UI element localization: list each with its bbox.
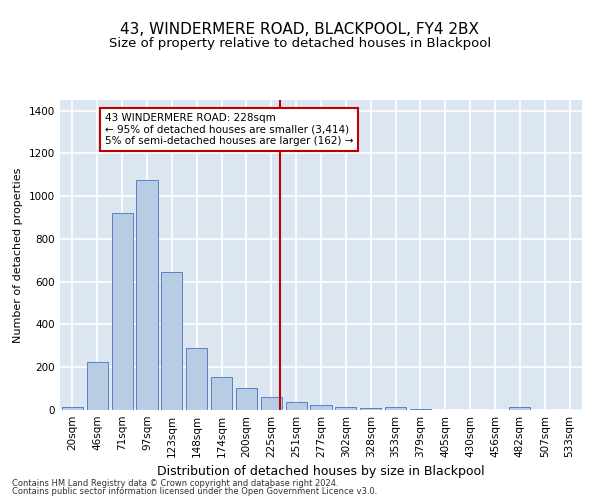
- Bar: [136, 180, 158, 410]
- Bar: [186, 348, 207, 410]
- Bar: [410, 409, 431, 410]
- Text: 43 WINDERMERE ROAD: 228sqm
← 95% of detached houses are smaller (3,414)
5% of se: 43 WINDERMERE ROAD: 228sqm ← 95% of deta…: [105, 113, 353, 146]
- Bar: [62, 407, 83, 410]
- X-axis label: Distribution of detached houses by size in Blackpool: Distribution of detached houses by size …: [157, 466, 485, 478]
- Text: Size of property relative to detached houses in Blackpool: Size of property relative to detached ho…: [109, 38, 491, 51]
- Bar: [161, 272, 182, 410]
- Bar: [112, 214, 133, 410]
- Y-axis label: Number of detached properties: Number of detached properties: [13, 168, 23, 342]
- Bar: [87, 362, 108, 410]
- Bar: [286, 402, 307, 410]
- Bar: [385, 408, 406, 410]
- Text: Contains public sector information licensed under the Open Government Licence v3: Contains public sector information licen…: [12, 487, 377, 496]
- Text: 43, WINDERMERE ROAD, BLACKPOOL, FY4 2BX: 43, WINDERMERE ROAD, BLACKPOOL, FY4 2BX: [121, 22, 479, 38]
- Bar: [211, 377, 232, 410]
- Bar: [310, 404, 332, 410]
- Bar: [360, 408, 381, 410]
- Bar: [509, 407, 530, 410]
- Bar: [335, 407, 356, 410]
- Bar: [236, 388, 257, 410]
- Text: Contains HM Land Registry data © Crown copyright and database right 2024.: Contains HM Land Registry data © Crown c…: [12, 478, 338, 488]
- Bar: [261, 397, 282, 410]
